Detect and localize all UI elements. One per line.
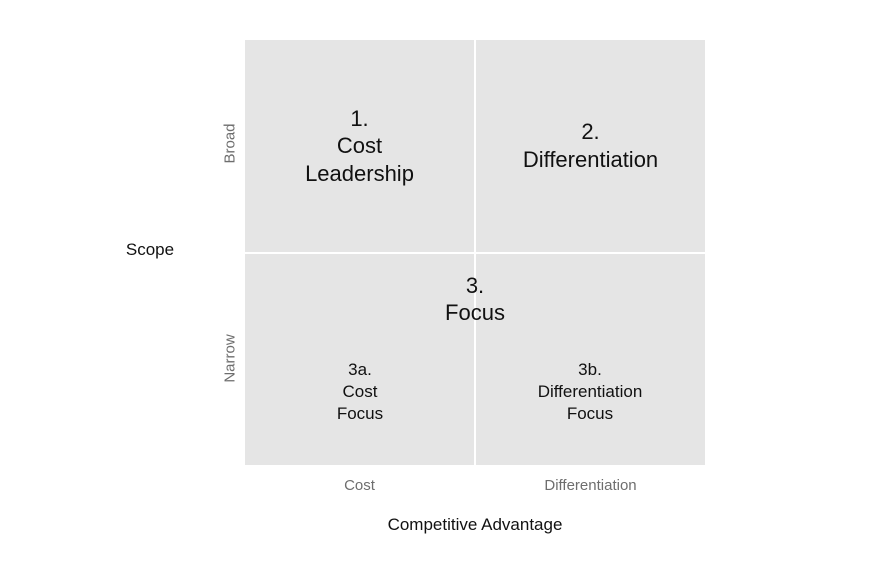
q3a-line1: Cost bbox=[245, 381, 475, 403]
diagram-stage: Scope Broad Narrow 1. Cost Leadership 2.… bbox=[0, 0, 875, 575]
q3b-line2: Focus bbox=[475, 403, 705, 425]
q3a-line2: Focus bbox=[245, 403, 475, 425]
y-tick-narrow-text: Narrow bbox=[222, 334, 239, 382]
q3b-number: 3b. bbox=[475, 359, 705, 381]
x-tick-diff-text: Differentiation bbox=[544, 477, 636, 494]
x-tick-differentiation: Differentiation bbox=[476, 477, 705, 494]
q1-number: 1. bbox=[350, 105, 368, 133]
x-axis-title: Competitive Advantage bbox=[245, 515, 705, 535]
x-tick-cost: Cost bbox=[245, 477, 474, 494]
quadrant-differentiation: 2. Differentiation bbox=[476, 40, 705, 252]
q1-line2: Leadership bbox=[305, 160, 414, 188]
quadrant-cost-leadership: 1. Cost Leadership bbox=[245, 40, 474, 252]
q1-line1: Cost bbox=[337, 132, 382, 160]
subcell-differentiation-focus: 3b. Differentiation Focus bbox=[475, 359, 705, 425]
q3b-line1: Differentiation bbox=[475, 381, 705, 403]
x-axis-title-text: Competitive Advantage bbox=[388, 515, 563, 534]
y-tick-narrow: Narrow bbox=[222, 324, 239, 394]
subcell-cost-focus: 3a. Cost Focus bbox=[245, 359, 475, 425]
y-axis-title-text: Scope bbox=[126, 240, 174, 259]
q2-number: 2. bbox=[581, 118, 599, 146]
x-tick-cost-text: Cost bbox=[344, 477, 375, 494]
focus-subcells: 3a. Cost Focus 3b. Differentiation Focus bbox=[245, 359, 705, 425]
q3a-number: 3a. bbox=[245, 359, 475, 381]
y-tick-broad: Broad bbox=[222, 114, 239, 174]
y-axis-title: Scope bbox=[90, 240, 210, 260]
q2-line1: Differentiation bbox=[523, 146, 658, 174]
y-tick-broad-text: Broad bbox=[222, 123, 239, 163]
